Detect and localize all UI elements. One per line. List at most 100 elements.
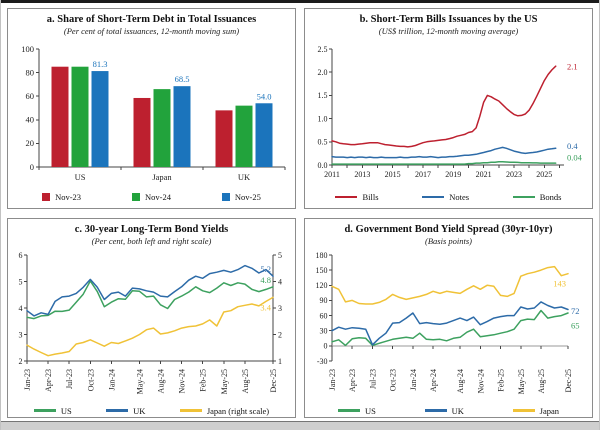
panel-a-title: a. Share of Short-Term Debt in Total Iss… bbox=[46, 14, 257, 25]
svg-text:Nov-24: Nov-24 bbox=[177, 369, 186, 393]
legend-item: Nov-25 bbox=[221, 192, 261, 202]
svg-text:Dec-25: Dec-25 bbox=[269, 369, 278, 393]
legend-swatch-bonds bbox=[512, 195, 535, 199]
svg-text:4.8: 4.8 bbox=[260, 274, 271, 284]
svg-text:Jan-24: Jan-24 bbox=[107, 369, 116, 390]
svg-text:81.3: 81.3 bbox=[92, 59, 107, 69]
svg-text:30: 30 bbox=[319, 326, 327, 335]
legend-label: Japan (right scale) bbox=[206, 405, 270, 416]
legend-swatch-notes bbox=[422, 195, 445, 199]
legend-swatch-us bbox=[337, 409, 360, 412]
legend-swatch-nov-25 bbox=[221, 193, 230, 201]
legend-swatch-nov-23 bbox=[42, 193, 51, 201]
svg-text:2023: 2023 bbox=[505, 170, 521, 179]
legend-label: Japan bbox=[539, 405, 559, 416]
panel-b-subtitle: (US$ trillion, 12-month moving average) bbox=[378, 26, 519, 36]
svg-text:Jul-23: Jul-23 bbox=[368, 369, 377, 389]
svg-text:2.0: 2.0 bbox=[317, 68, 327, 77]
svg-text:54.0: 54.0 bbox=[256, 91, 271, 101]
svg-text:60: 60 bbox=[25, 91, 34, 101]
svg-text:5: 5 bbox=[18, 277, 22, 286]
svg-text:2017: 2017 bbox=[414, 170, 430, 179]
legend-label: Bills bbox=[362, 192, 379, 202]
line-chart-yield-spread: -30 0 30 60 90 120 150 180 Jan-23 Apr-23 Jul-23 Oct… bbox=[315, 250, 580, 394]
legend-item: UK bbox=[106, 406, 145, 416]
svg-text:1: 1 bbox=[278, 356, 282, 365]
svg-text:90: 90 bbox=[319, 296, 327, 305]
svg-text:72: 72 bbox=[571, 306, 580, 316]
legend-label: UK bbox=[133, 405, 146, 416]
svg-text:1.0: 1.0 bbox=[317, 114, 327, 123]
svg-text:0.0: 0.0 bbox=[317, 161, 327, 170]
svg-text:UK: UK bbox=[237, 172, 250, 182]
panel-b-title: b. Short-Term Bills Issuances by the US bbox=[359, 14, 538, 25]
svg-text:Oct-23: Oct-23 bbox=[388, 369, 397, 391]
svg-text:-30: -30 bbox=[316, 356, 327, 365]
svg-text:20: 20 bbox=[25, 138, 34, 148]
legend-item: Japan (right scale) bbox=[179, 405, 270, 416]
legend-item: Nov-23 bbox=[42, 192, 81, 202]
svg-text:Nov-24: Nov-24 bbox=[476, 369, 485, 393]
svg-text:60: 60 bbox=[319, 311, 327, 320]
svg-text:80: 80 bbox=[25, 67, 34, 77]
legend-swatch-bills bbox=[335, 195, 358, 199]
panel-a-subtitle: (Per cent of total issuances, 12-month m… bbox=[63, 26, 240, 36]
svg-text:Apr-23: Apr-23 bbox=[44, 369, 53, 392]
svg-text:Jan-23: Jan-23 bbox=[328, 369, 337, 390]
panel-a-legend: Nov-23 Nov-24 Nov-25 bbox=[17, 192, 287, 202]
legend-label: Nov-25 bbox=[234, 192, 261, 202]
legend-item: US bbox=[33, 405, 72, 416]
line-chart-us-bills-issuances: 0.0 0.5 1.0 1.5 2.0 2.5 2011 2013 2015 2017 2019 20… bbox=[317, 45, 583, 179]
svg-text:2021: 2021 bbox=[475, 170, 491, 179]
svg-text:143: 143 bbox=[553, 278, 566, 288]
svg-text:May-24: May-24 bbox=[135, 369, 144, 394]
svg-text:0.04: 0.04 bbox=[567, 153, 583, 163]
panel-c: c. 30-year Long-Term Bond Yields (Per ce… bbox=[7, 217, 296, 418]
legend-swatch-japan-right-scale- bbox=[179, 409, 202, 412]
panel-a: a. Share of Short-Term Debt in Total Iss… bbox=[7, 8, 296, 209]
page-bottom-rule bbox=[1, 421, 599, 430]
panel-d: d. Government Bond Yield Spread (30yr-10… bbox=[304, 217, 593, 418]
legend-label: Nov-24 bbox=[145, 192, 171, 202]
svg-text:3: 3 bbox=[18, 330, 22, 339]
legend-swatch-uk bbox=[106, 409, 129, 412]
svg-text:Apr-23: Apr-23 bbox=[348, 369, 357, 392]
svg-text:1.5: 1.5 bbox=[317, 91, 327, 100]
bar-chart-short-term-debt-share: 0 20 40 60 80 100 US Japan UK 81.3 68.5 54.0 bbox=[21, 44, 285, 182]
panel-d-legend: US UK Japan bbox=[314, 406, 584, 416]
svg-text:Aug-24: Aug-24 bbox=[456, 369, 465, 393]
svg-text:Jul-23: Jul-23 bbox=[65, 369, 74, 389]
svg-text:120: 120 bbox=[315, 281, 327, 290]
panel-c-legend: US UK Japan (right scale) bbox=[17, 406, 287, 416]
svg-text:Feb-25: Feb-25 bbox=[198, 369, 207, 392]
page-top-rule bbox=[1, 0, 599, 3]
svg-text:150: 150 bbox=[315, 265, 327, 274]
panel-c-title: c. 30-year Long-Term Bond Yields bbox=[74, 223, 229, 235]
svg-text:Apr-24: Apr-24 bbox=[429, 369, 438, 392]
svg-text:5.2: 5.2 bbox=[260, 264, 271, 274]
legend-label: US bbox=[364, 405, 376, 416]
legend-label: Bonds bbox=[539, 192, 562, 202]
svg-text:Jan-23: Jan-23 bbox=[23, 369, 32, 390]
svg-text:5: 5 bbox=[278, 250, 282, 259]
legend-swatch-japan bbox=[512, 409, 535, 412]
legend-item: Nov-24 bbox=[132, 192, 171, 202]
svg-text:0.4: 0.4 bbox=[567, 141, 578, 151]
legend-item: Bonds bbox=[512, 192, 562, 202]
svg-text:Aug-25: Aug-25 bbox=[240, 369, 249, 393]
svg-text:US: US bbox=[74, 172, 85, 182]
svg-text:3.4: 3.4 bbox=[260, 302, 271, 312]
svg-text:Feb-25: Feb-25 bbox=[496, 369, 505, 392]
legend-label: US bbox=[60, 405, 72, 416]
legend-item: Japan bbox=[512, 405, 559, 416]
panel-d-subtitle: (Basis points) bbox=[425, 235, 472, 246]
panel-d-title: d. Government Bond Yield Spread (30yr-10… bbox=[344, 223, 553, 235]
legend-label: Notes bbox=[449, 192, 470, 202]
svg-text:Oct-23: Oct-23 bbox=[86, 369, 95, 391]
svg-text:0: 0 bbox=[323, 341, 327, 350]
svg-text:2025: 2025 bbox=[536, 170, 552, 179]
svg-text:2015: 2015 bbox=[384, 170, 400, 179]
legend-item: Notes bbox=[422, 192, 469, 202]
svg-text:4: 4 bbox=[278, 277, 282, 286]
